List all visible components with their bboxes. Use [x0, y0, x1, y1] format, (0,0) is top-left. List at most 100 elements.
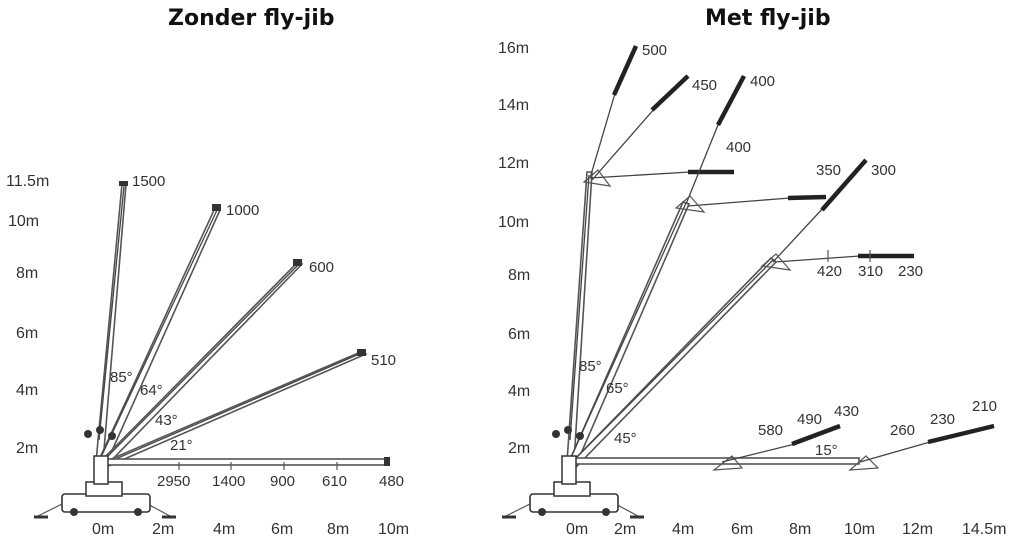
cylinder-joint [552, 430, 560, 438]
right-x-label-6m: 6m [731, 521, 753, 538]
right-jibs-65 [674, 74, 827, 213]
load-230-mid: 230 [898, 263, 923, 280]
boom-horizontal [103, 458, 388, 466]
right-y-label-14m: 14m [498, 97, 529, 114]
tip-load-600: 600 [309, 259, 334, 276]
tip-load-480: 480 [379, 473, 404, 490]
right-y-label-12m: 12m [498, 155, 529, 172]
jib-knuckle [848, 455, 880, 471]
right-jibs-45 [760, 158, 914, 271]
cylinder-joint [108, 432, 116, 440]
jib-base [589, 89, 617, 179]
left-y-label-4m: 4m [16, 382, 38, 399]
boom-85deg-line [98, 185, 125, 441]
boom-43deg [98, 261, 304, 468]
left-y-label-11-5m: 11.5m [6, 173, 49, 190]
right-y-label-16m: 16m [498, 40, 529, 57]
tip-marker [293, 259, 302, 266]
jib-base [774, 255, 861, 263]
tip-marker [357, 349, 366, 356]
load-420: 420 [817, 263, 842, 280]
wheel [134, 508, 142, 516]
jib-knuckle [712, 455, 744, 471]
cylinder-joint [84, 430, 92, 438]
load-210: 210 [972, 398, 997, 415]
angle-65: 65° [606, 380, 629, 397]
boom-64deg-line [101, 207, 219, 456]
load-350: 350 [816, 162, 841, 179]
left-x-label-0m: 0m [92, 521, 114, 538]
wheel [602, 508, 610, 516]
tip-marker [212, 204, 221, 211]
right-x-label-14-5m: 14.5m [962, 521, 1006, 538]
angle-15: 15° [815, 442, 838, 459]
boom-85deg-line [569, 174, 590, 441]
jib-knuckle [760, 253, 792, 271]
jib-300 [820, 158, 868, 212]
right-x-label-8m: 8m [789, 521, 811, 538]
tip-load-510: 510 [371, 352, 396, 369]
right-jibs-horizontal [712, 423, 995, 471]
right-x-label-4m: 4m [672, 521, 694, 538]
angle-64: 64° [140, 382, 163, 399]
left-x-label-6m: 6m [271, 521, 293, 538]
boom-45deg [569, 256, 778, 469]
right-y-label-4m: 4m [508, 383, 530, 400]
wheel [538, 508, 546, 516]
right-y-label-8m: 8m [508, 267, 530, 284]
load-300: 300 [871, 162, 896, 179]
jib-400-top [716, 74, 746, 127]
load-400-mid: 400 [726, 139, 751, 156]
left-y-label-10m: 10m [8, 213, 39, 230]
angle-45: 45° [614, 430, 637, 447]
angle-85: 85° [110, 369, 133, 386]
boom-45deg-line [573, 259, 774, 461]
load-430: 430 [834, 403, 859, 420]
jib-horizontal-65 [787, 194, 827, 201]
left-x-label-2m: 2m [152, 521, 174, 538]
jib-430 [791, 423, 841, 447]
load-500: 500 [642, 42, 667, 59]
angle-21: 21° [170, 437, 193, 454]
tip-marker [119, 181, 128, 186]
load-450: 450 [692, 77, 717, 94]
right-crane-base [502, 426, 644, 519]
boom-21deg-line [103, 351, 365, 465]
load-400-top: 400 [750, 73, 775, 90]
left-diagram: 11.5m 10m 8m 6m 4m 2m 0m 2m 4m 6m 8m 10m [6, 173, 409, 538]
left-x-label-8m: 8m [327, 521, 349, 538]
left-crane-base [34, 426, 176, 519]
title-met-fly-jib: Met fly-jib [705, 6, 831, 31]
right-x-label-10m: 10m [844, 521, 875, 538]
jib-knuckle [674, 195, 706, 213]
horizontal-load-1400: 1400 [212, 473, 245, 490]
right-x-label-2m: 2m [614, 521, 636, 538]
left-x-label-10m: 10m [378, 521, 409, 538]
jib-base [685, 119, 721, 205]
left-y-label-6m: 6m [16, 325, 38, 342]
title-zonder-fly-jib: Zonder fly-jib [168, 6, 335, 31]
load-490: 490 [797, 411, 822, 428]
boom-43deg-line [103, 262, 301, 461]
load-580: 580 [758, 422, 783, 439]
jib-base [721, 443, 796, 463]
horizontal-load-610: 610 [322, 473, 347, 490]
jib-base [772, 205, 826, 263]
right-x-label-0m: 0m [566, 521, 588, 538]
right-y-label-10m: 10m [498, 214, 529, 231]
horizontal-load-2950: 2950 [157, 473, 190, 490]
right-y-label-2m: 2m [508, 440, 530, 457]
wheel [70, 508, 78, 516]
tip-load-1500: 1500 [132, 173, 165, 190]
load-260: 260 [890, 422, 915, 439]
cylinder-joint [576, 432, 584, 440]
crane-mast [93, 455, 109, 485]
jib-500 [611, 45, 639, 96]
cylinder-joint [96, 426, 104, 434]
right-jibs-85 [582, 45, 734, 187]
jib-base [859, 441, 931, 463]
left-y-label-2m: 2m [16, 440, 38, 457]
crane-mast [561, 455, 577, 485]
jib-210 [927, 423, 995, 445]
